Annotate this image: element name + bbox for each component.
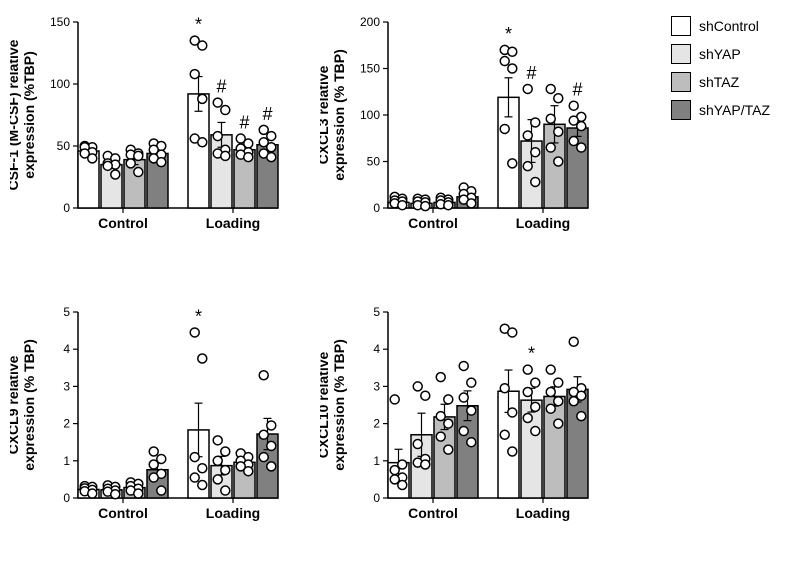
legend: shControl shYAP shTAZ shYAP/TAZ [671, 16, 770, 128]
legend-item: shYAP/TAZ [671, 100, 770, 120]
svg-text:50: 50 [57, 139, 71, 153]
legend-item: shControl [671, 16, 770, 36]
chart-csf1: 0 50 100 150 CSF-1 (M-CSF) relativeexpressio… [10, 10, 290, 260]
svg-text:Loading: Loading [516, 505, 570, 521]
svg-text:CXCL3 relative: CXCL3 relative [320, 65, 331, 164]
svg-text:150: 150 [50, 15, 70, 29]
figure-root: { "groups": ["shControl","shYAP","shTAZ"… [0, 0, 800, 568]
svg-text:0: 0 [63, 491, 70, 505]
svg-text:100: 100 [360, 108, 380, 122]
svg-text:5: 5 [373, 305, 380, 319]
svg-text:200: 200 [360, 15, 380, 29]
svg-text:50: 50 [367, 155, 381, 169]
svg-text:#: # [572, 80, 582, 100]
svg-text:*: * [528, 344, 535, 364]
svg-text:1: 1 [63, 454, 70, 468]
legend-label: shYAP [699, 46, 741, 62]
svg-text:3: 3 [373, 379, 380, 393]
svg-text:#: # [262, 104, 272, 124]
svg-text:2: 2 [63, 417, 70, 431]
legend-swatch [671, 72, 691, 92]
svg-text:expression (% TBP): expression (% TBP) [331, 339, 347, 470]
svg-text:4: 4 [373, 342, 380, 356]
svg-text:*: * [505, 24, 512, 44]
legend-swatch [671, 100, 691, 120]
svg-text:CXCL10 relative: CXCL10 relative [320, 351, 331, 458]
svg-text:3: 3 [63, 379, 70, 393]
svg-text:CXCL9 relative: CXCL9 relative [10, 355, 21, 454]
legend-label: shYAP/TAZ [699, 102, 770, 118]
svg-text:expression (%TBP): expression (%TBP) [21, 51, 37, 179]
svg-text:0: 0 [373, 201, 380, 215]
svg-text:expression (% TBP): expression (% TBP) [21, 339, 37, 470]
legend-swatch [671, 44, 691, 64]
svg-text:Control: Control [98, 215, 148, 231]
legend-label: shControl [699, 18, 759, 34]
svg-text:5: 5 [63, 305, 70, 319]
svg-text:expression (% TBP): expression (% TBP) [331, 49, 347, 180]
svg-text:2: 2 [373, 417, 380, 431]
svg-text:#: # [526, 63, 536, 83]
svg-text:#: # [216, 77, 226, 97]
svg-text:Control: Control [408, 215, 458, 231]
svg-text:*: * [195, 306, 202, 326]
svg-text:Loading: Loading [206, 505, 260, 521]
svg-text:100: 100 [50, 77, 70, 91]
svg-text:1: 1 [373, 454, 380, 468]
chart-cxcl9: 0 1 2 3 4 5 CXCL9 relativeexpression (% TBP) Co… [10, 300, 290, 550]
svg-text:Loading: Loading [516, 215, 570, 231]
legend-label: shTAZ [699, 74, 739, 90]
svg-text:Control: Control [408, 505, 458, 521]
svg-text:0: 0 [63, 201, 70, 215]
chart-cxcl3: 0 50 100 150 200 CXCL3 relativeexpression (% … [320, 10, 600, 260]
svg-text:CSF-1 (M-CSF) relative: CSF-1 (M-CSF) relative [10, 39, 21, 190]
svg-text:0: 0 [373, 491, 380, 505]
legend-item: shTAZ [671, 72, 770, 92]
chart-cxcl10: 0 1 2 3 4 5 CXCL10 relativeexpression (% TBP) C… [320, 300, 600, 550]
svg-text:Control: Control [98, 505, 148, 521]
svg-text:*: * [195, 15, 202, 35]
legend-swatch [671, 16, 691, 36]
svg-text:Loading: Loading [206, 215, 260, 231]
svg-text:#: # [239, 113, 249, 133]
legend-item: shYAP [671, 44, 770, 64]
svg-text:4: 4 [63, 342, 70, 356]
svg-text:150: 150 [360, 62, 380, 76]
